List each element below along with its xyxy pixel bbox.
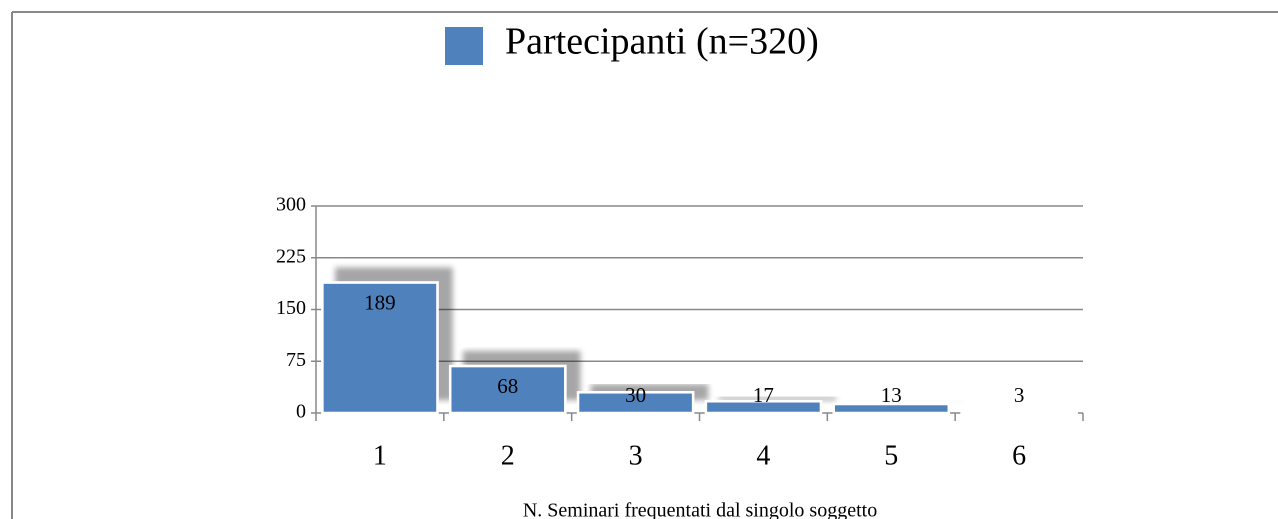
y-tick-label: 225 bbox=[276, 245, 306, 267]
x-tick-label: 3 bbox=[629, 440, 643, 471]
bar bbox=[960, 409, 1078, 415]
x-tick-label: 1 bbox=[373, 440, 387, 471]
x-axis-title: N. Seminari frequentati dal singolo sogg… bbox=[523, 500, 877, 519]
data-label: 68 bbox=[497, 374, 518, 398]
bar bbox=[832, 402, 951, 415]
y-tick-label: 0 bbox=[296, 401, 306, 423]
legend-label: Partecipanti (n=320) bbox=[505, 21, 819, 63]
bar bbox=[321, 281, 439, 415]
data-label: 3 bbox=[1014, 383, 1025, 407]
bar bbox=[704, 400, 823, 415]
x-tick-label: 2 bbox=[501, 440, 515, 471]
x-tick-label: 4 bbox=[756, 440, 770, 471]
y-tick-label: 75 bbox=[286, 349, 306, 371]
data-label: 13 bbox=[881, 383, 902, 407]
x-tick-label: 5 bbox=[884, 440, 898, 471]
data-label: 30 bbox=[625, 383, 646, 407]
data-label: 189 bbox=[364, 290, 396, 314]
x-tick-label: 6 bbox=[1012, 440, 1026, 471]
bar bbox=[448, 364, 567, 415]
y-tick-label: 300 bbox=[276, 194, 306, 216]
y-tick-label: 150 bbox=[276, 297, 306, 319]
data-label: 17 bbox=[753, 383, 774, 407]
legend-swatch bbox=[445, 27, 483, 65]
bar bbox=[576, 391, 695, 415]
